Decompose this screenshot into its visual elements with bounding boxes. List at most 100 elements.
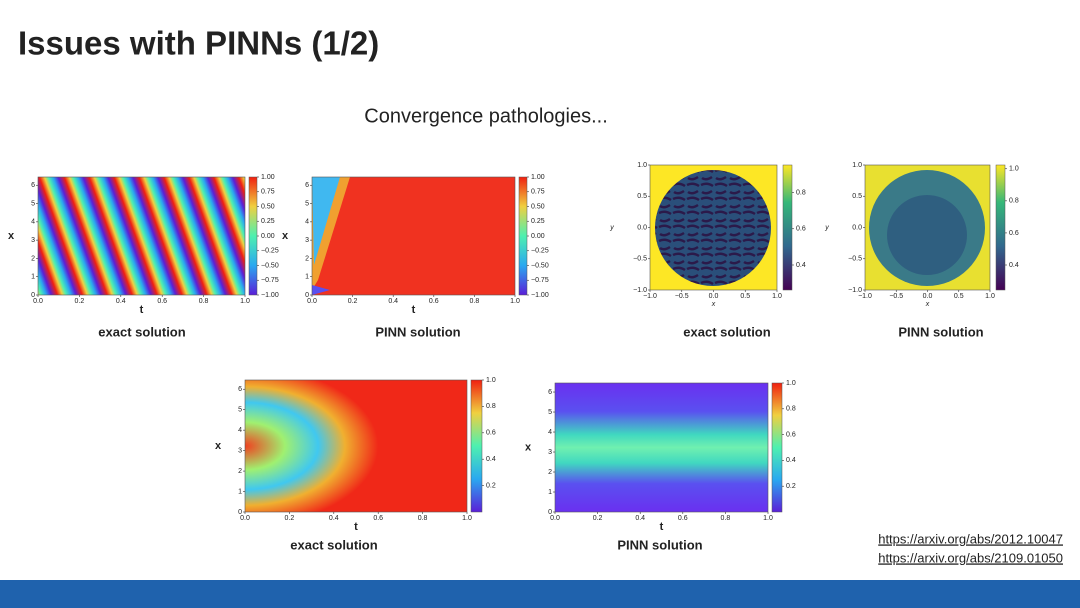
colorbar-tick-label: 0.00: [531, 233, 545, 240]
colorbar-tick-label: 0.6: [1009, 230, 1019, 237]
colorbar-tick-label: 0.50: [261, 203, 275, 210]
x-tick-label: 1.0: [985, 293, 995, 300]
colorbar-tick-label: −1.00: [261, 292, 279, 299]
colorbar-tick-label: 0.2: [786, 483, 796, 490]
x-tick-label: 0.6: [373, 515, 383, 522]
x-tick-label: 1.0: [240, 298, 250, 305]
colorbar-tick-label: 1.0: [486, 377, 496, 384]
x-tick-label: 1.0: [462, 515, 472, 522]
caption: PINN solution: [617, 537, 702, 552]
y-tick-label: 6: [238, 386, 242, 393]
y-tick-label: 2: [31, 255, 35, 262]
y-tick-label: 0.0: [852, 224, 862, 231]
x-tick-label: 0.6: [157, 298, 167, 305]
heatmap: [555, 383, 768, 512]
colorbar-tick-label: 0.4: [786, 457, 796, 464]
y-tick-label: −1.0: [633, 287, 647, 294]
reference-link[interactable]: https://arxiv.org/abs/2012.10047: [878, 531, 1063, 546]
colorbar-tick-label: 0.4: [486, 456, 496, 463]
x-tick-label: 0.4: [116, 298, 126, 305]
colorbar: [995, 164, 1006, 291]
y-tick-label: 3: [31, 237, 35, 244]
x-tick-label: 0.4: [329, 515, 339, 522]
x-tick-label: 0.4: [388, 298, 398, 305]
y-tick-label: 4: [31, 219, 35, 226]
heatmap-frame: [37, 176, 246, 296]
x-tick-label: 0.5: [740, 293, 750, 300]
y-tick-label: 1: [548, 489, 552, 496]
y-tick-label: 2: [238, 468, 242, 475]
colorbar-tick-label: 0.8: [786, 406, 796, 413]
x-tick-label: 0.0: [33, 298, 43, 305]
colorbar-tick-label: 0.6: [796, 226, 806, 233]
x-tick-label: 0.6: [678, 515, 688, 522]
colorbar: [771, 382, 783, 513]
heatmap-frame: [244, 379, 468, 513]
x-tick-label: 0.5: [954, 293, 964, 300]
reference-link[interactable]: https://arxiv.org/abs/2109.01050: [878, 550, 1063, 565]
y-tick-label: 3: [305, 237, 309, 244]
x-tick-label: 0.8: [418, 515, 428, 522]
x-tick-label: 1.0: [510, 298, 520, 305]
colorbar-tick-label: −1.00: [531, 292, 549, 299]
colorbar-tick-label: 0.75: [261, 189, 275, 196]
colorbar-tick-label: 0.75: [531, 189, 545, 196]
title: Issues with PINNs (1/2): [18, 25, 379, 62]
subtitle: Convergence pathologies...: [364, 105, 608, 127]
y-tick-label: −0.5: [633, 256, 647, 263]
x-axis-label: x: [711, 301, 716, 308]
x-tick-label: 0.2: [348, 298, 358, 305]
colorbar-tick-label: 0.25: [261, 218, 275, 225]
colorbar: [470, 379, 483, 513]
x-tick-label: 0.0: [923, 293, 933, 300]
heatmap: [38, 177, 245, 295]
colorbar: [518, 176, 528, 296]
x-tick-label: 1.0: [772, 293, 782, 300]
x-tick-label: 0.2: [75, 298, 85, 305]
y-tick-label: 1: [238, 488, 242, 495]
y-tick-label: 6: [31, 182, 35, 189]
y-tick-label: 0: [31, 292, 35, 299]
y-axis-label: y: [609, 224, 614, 231]
y-tick-label: 0.5: [852, 193, 862, 200]
heatmap-pattern: [887, 195, 967, 275]
x-tick-label: 0.0: [550, 515, 560, 522]
colorbar-tick-label: 0.25: [531, 218, 545, 225]
y-tick-label: 3: [238, 447, 242, 454]
y-axis-label: x: [282, 230, 289, 242]
x-axis-label: t: [354, 521, 358, 533]
colorbar-tick-label: −0.75: [531, 277, 549, 284]
y-tick-label: 2: [305, 255, 309, 262]
colorbar: [248, 176, 258, 296]
x-tick-label: 1.0: [763, 515, 773, 522]
colorbar-tick-label: 0.2: [486, 482, 496, 489]
colorbar-tick-label: 0.50: [531, 203, 545, 210]
colorbar-tick-label: −0.25: [261, 248, 279, 255]
x-tick-label: 0.0: [307, 298, 317, 305]
y-axis-label: x: [8, 230, 15, 242]
colorbar-tick-label: −0.75: [261, 277, 279, 284]
x-tick-label: 0.6: [429, 298, 439, 305]
y-tick-label: 0: [548, 509, 552, 516]
colorbar-tick-label: 0.8: [796, 189, 806, 196]
x-axis-label: t: [140, 304, 144, 316]
colorbar-tick-label: 1.0: [786, 380, 796, 387]
x-tick-label: −0.5: [889, 293, 903, 300]
y-tick-label: 5: [31, 200, 35, 207]
colorbar: [782, 164, 793, 291]
x-tick-label: −1.0: [643, 293, 657, 300]
colorbar-tick-label: 1.00: [261, 174, 275, 181]
y-axis-label: y: [824, 224, 829, 231]
colorbar-tick-label: 0.8: [1009, 198, 1019, 205]
x-axis-label: t: [660, 521, 664, 533]
heatmap-frame: [311, 176, 516, 296]
heatmap: [245, 380, 467, 512]
colorbar-tick-label: −0.50: [261, 262, 279, 269]
y-tick-label: 0: [305, 292, 309, 299]
caption: exact solution: [683, 324, 770, 339]
y-tick-label: 3: [548, 449, 552, 456]
x-axis-label: t: [412, 304, 416, 316]
colorbar-tick-label: 0.6: [486, 430, 496, 437]
colorbar-tick-label: 0.4: [1009, 262, 1019, 269]
